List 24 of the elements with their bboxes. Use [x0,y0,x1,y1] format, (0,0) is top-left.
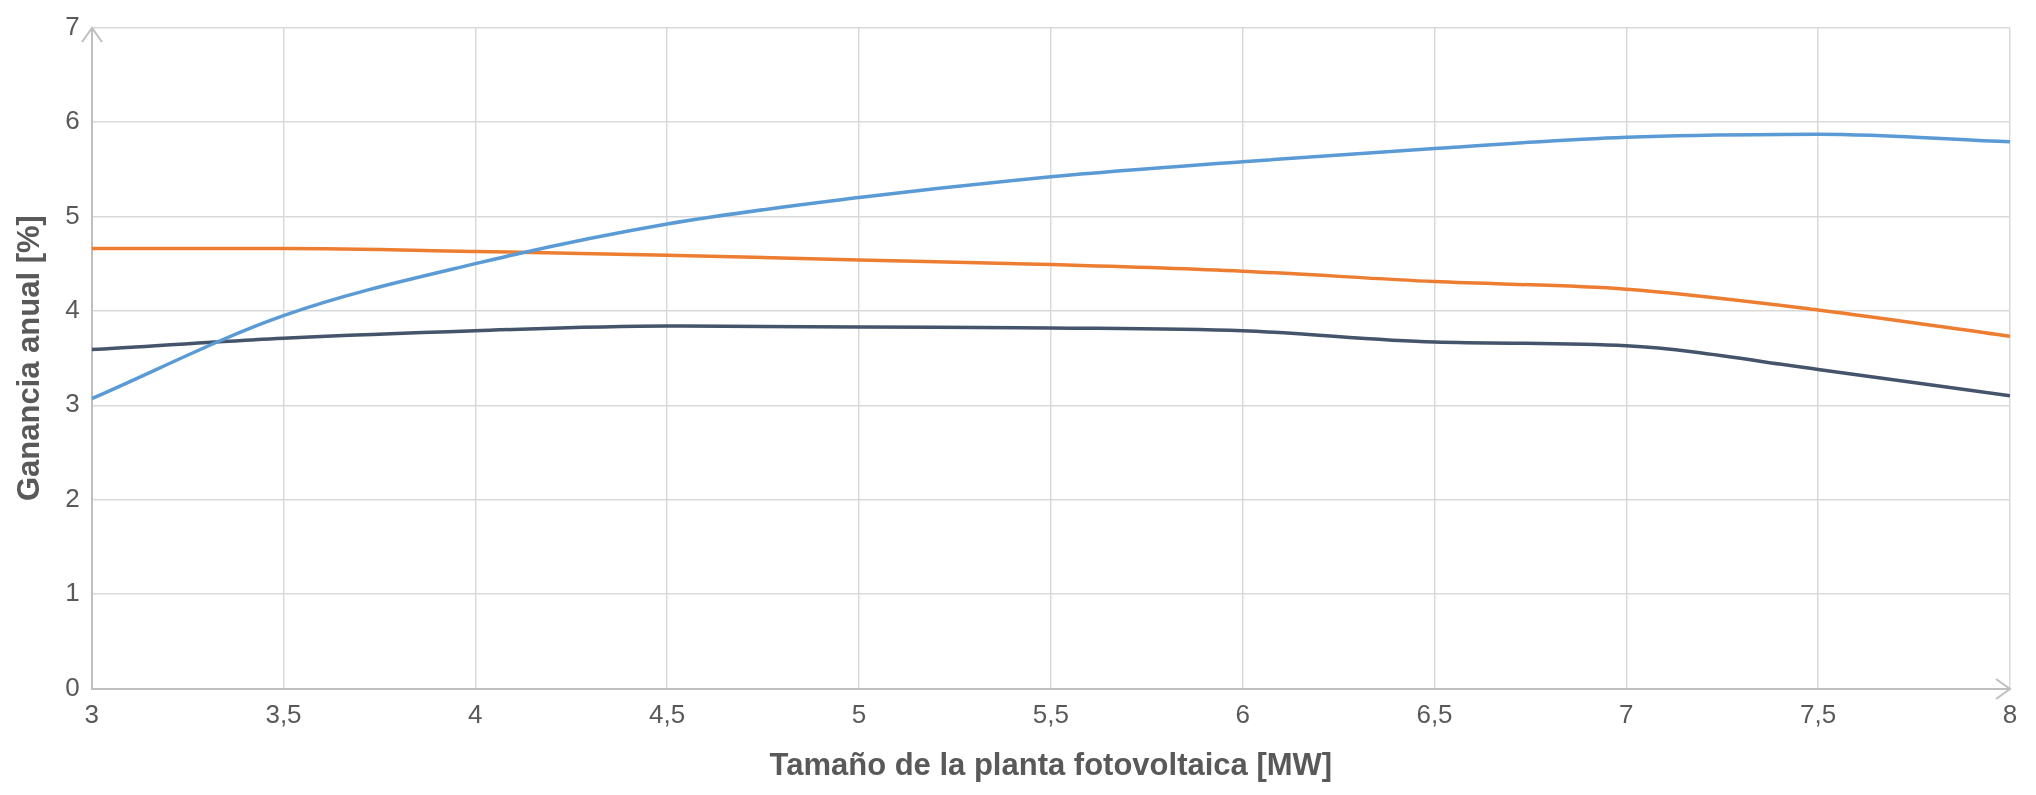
x-tick-label: 3,5 [265,699,302,730]
x-tick-label: 6 [1235,699,1250,730]
x-axis-title: Tamaño de la planta fotovoltaica [MW] [769,746,1333,782]
x-tick-label: 8 [2002,699,2018,730]
y-tick-label: 5 [65,199,80,230]
x-tick-label: 5 [851,699,867,730]
y-tick-label: 4 [65,294,80,325]
y-tick-label: 6 [65,105,80,136]
y-axis-title: Ganancia anual [%] [11,215,47,502]
line-series [91,132,2010,401]
x-tick-label: 6,5 [1416,699,1453,730]
y-tick-label: 1 [65,577,80,608]
x-tick-label: 5,5 [1032,699,1069,730]
y-tick-label: 7 [65,10,80,41]
x-tick-label: 4,5 [649,699,686,730]
line-series [91,246,2010,339]
x-tick-label: 7,5 [1800,699,1837,730]
x-tick-label: 7 [1619,699,1634,730]
line-series [91,324,2010,398]
y-tick-label: 2 [65,482,80,513]
x-tick-label: 3 [84,699,99,730]
y-tick-label: 3 [65,388,80,419]
y-tick-label: 0 [65,671,80,702]
x-tick-label: 4 [468,699,483,730]
